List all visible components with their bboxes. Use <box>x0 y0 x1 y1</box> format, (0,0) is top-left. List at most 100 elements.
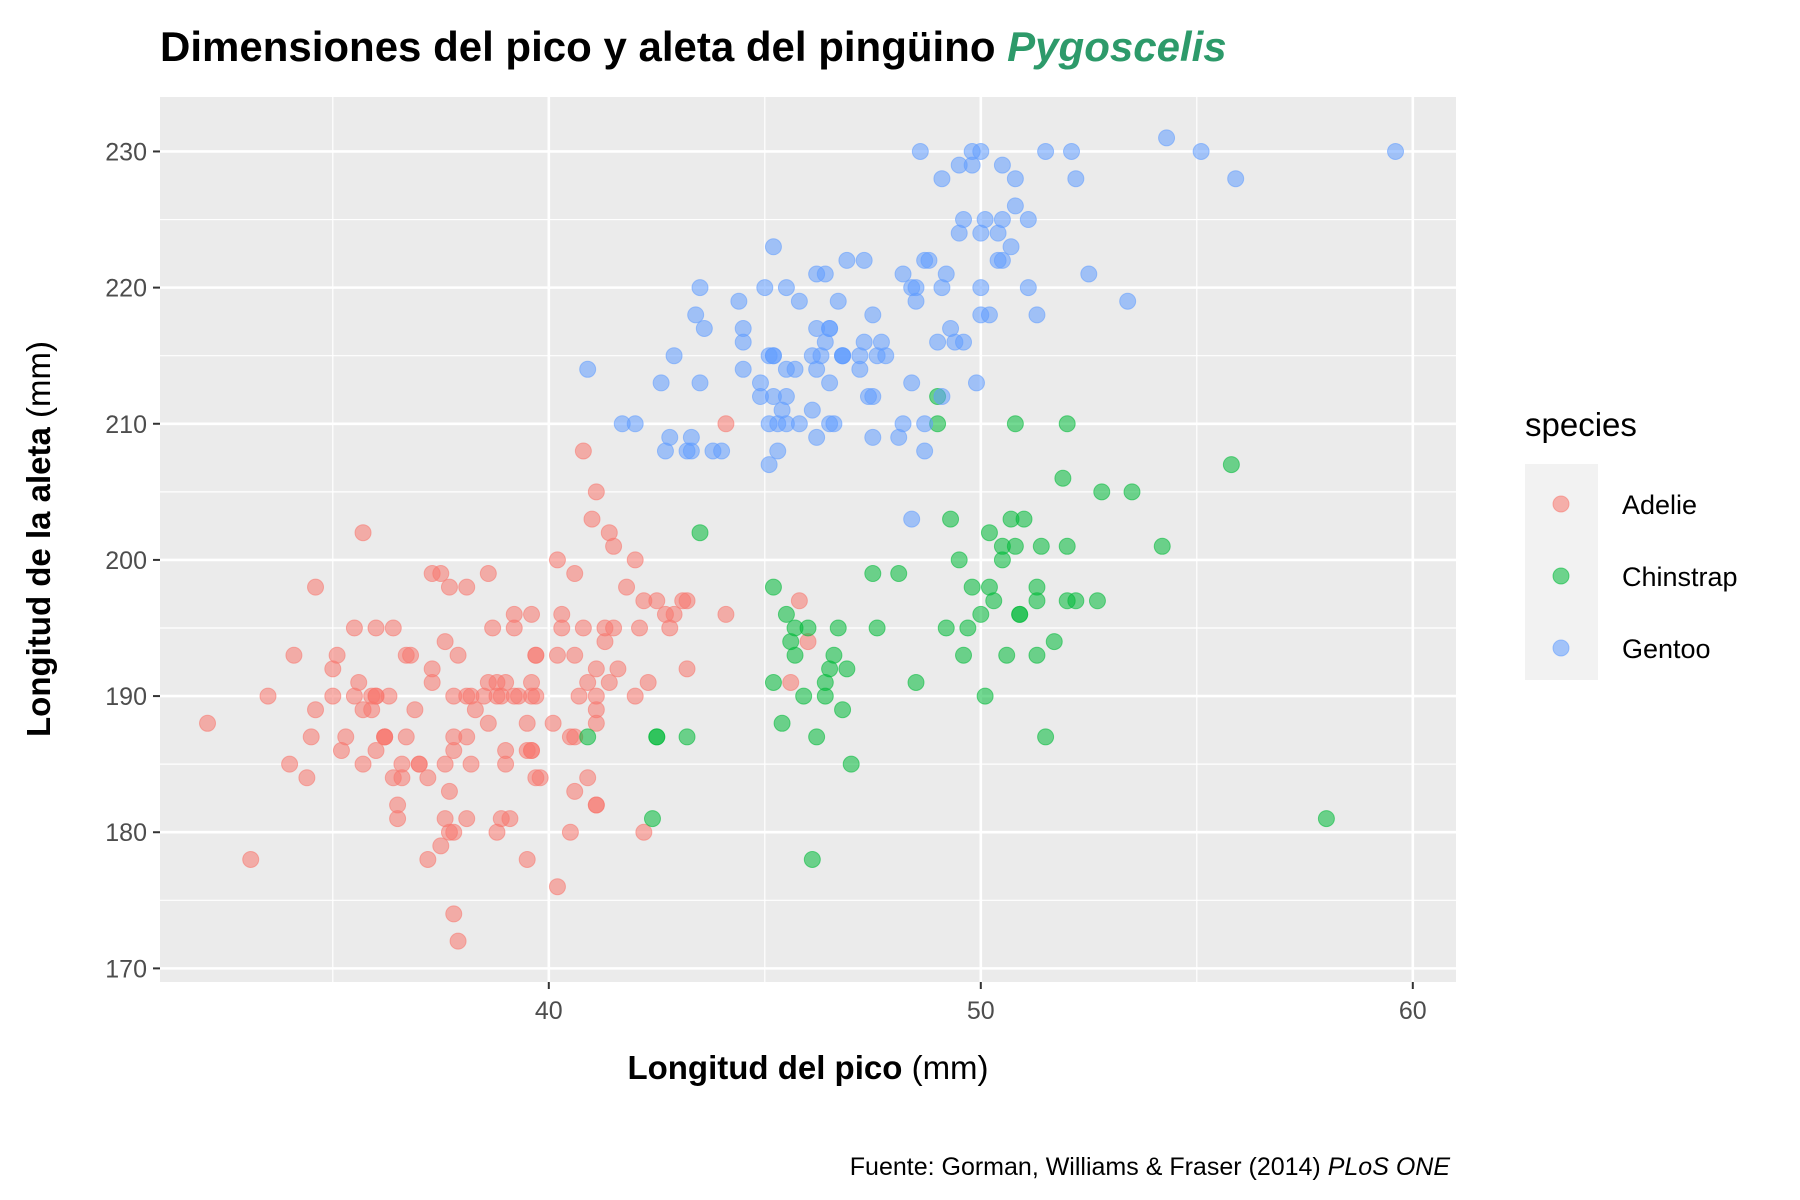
point-chinstrap <box>963 578 981 596</box>
point-gentoo <box>1063 142 1081 160</box>
point-gentoo <box>1019 211 1037 229</box>
point-chinstrap <box>1028 646 1046 664</box>
point-adelie <box>354 524 372 542</box>
point-gentoo <box>1067 170 1085 188</box>
point-adelie <box>505 605 523 623</box>
x-axis-title-unit: (mm) <box>912 1049 989 1086</box>
point-adelie <box>423 660 441 678</box>
point-gentoo <box>777 415 795 433</box>
point-adelie <box>419 769 437 787</box>
legend-key-adelie <box>1552 495 1570 513</box>
legend-label-adelie: Adelie <box>1622 490 1697 520</box>
point-gentoo <box>972 279 990 297</box>
point-chinstrap <box>980 578 998 596</box>
point-adelie <box>410 755 428 773</box>
point-chinstrap <box>1002 510 1020 528</box>
point-adelie <box>419 850 437 868</box>
chart-title: Dimensiones del pico y aleta del pingüin… <box>160 23 1227 70</box>
point-gentoo <box>786 360 804 378</box>
axis-ticks <box>153 150 1414 989</box>
point-gentoo <box>808 319 826 337</box>
point-adelie <box>406 701 424 719</box>
point-gentoo <box>691 374 709 392</box>
point-chinstrap <box>803 850 821 868</box>
point-adelie <box>436 755 454 773</box>
point-adelie <box>298 769 316 787</box>
point-adelie <box>523 605 541 623</box>
point-adelie <box>436 810 454 828</box>
point-gentoo <box>613 415 631 433</box>
point-adelie <box>587 660 605 678</box>
point-chinstrap <box>959 619 977 637</box>
point-adelie <box>717 605 735 623</box>
point-gentoo <box>920 251 938 269</box>
point-adelie <box>579 673 597 691</box>
point-adelie <box>397 728 415 746</box>
x-tick-label: 60 <box>1399 997 1427 1025</box>
point-gentoo <box>734 319 752 337</box>
point-gentoo <box>1037 142 1055 160</box>
point-adelie <box>432 565 450 583</box>
point-chinstrap <box>773 714 791 732</box>
point-adelie <box>354 755 372 773</box>
point-gentoo <box>989 251 1007 269</box>
point-gentoo <box>760 415 778 433</box>
y-axis-title-unit: (mm) <box>20 341 57 418</box>
point-gentoo <box>894 265 912 283</box>
point-chinstrap <box>980 524 998 542</box>
point-chinstrap <box>976 687 994 705</box>
point-adelie <box>527 646 545 664</box>
point-adelie <box>440 578 458 596</box>
point-gentoo <box>816 265 834 283</box>
point-gentoo <box>872 333 890 351</box>
point-chinstrap <box>1011 605 1029 623</box>
point-chinstrap <box>1006 415 1024 433</box>
point-gentoo <box>825 415 843 433</box>
point-gentoo <box>1006 170 1024 188</box>
point-chinstrap <box>764 673 782 691</box>
point-chinstrap <box>816 673 834 691</box>
chart-title-emphasis: Pygoscelis <box>1007 23 1226 70</box>
point-gentoo <box>851 360 869 378</box>
point-chinstrap <box>648 728 666 746</box>
point-adelie <box>587 483 605 501</box>
point-chinstrap <box>1153 537 1171 555</box>
point-gentoo <box>838 251 856 269</box>
x-tick-label: 50 <box>967 997 995 1025</box>
point-gentoo <box>933 170 951 188</box>
point-chinstrap <box>1093 483 1111 501</box>
point-adelie <box>596 633 614 651</box>
point-adelie <box>548 646 566 664</box>
point-adelie <box>605 619 623 637</box>
y-tick-label: 210 <box>105 411 147 439</box>
y-tick-label: 180 <box>105 819 147 847</box>
point-gentoo <box>687 306 705 324</box>
point-adelie <box>605 537 623 555</box>
point-chinstrap <box>1032 537 1050 555</box>
point-gentoo <box>1227 170 1245 188</box>
y-tick-label: 170 <box>105 955 147 983</box>
point-chinstrap <box>950 551 968 569</box>
point-gentoo <box>834 347 852 365</box>
point-gentoo <box>1387 142 1405 160</box>
point-chinstrap <box>643 810 661 828</box>
point-adelie <box>574 442 592 460</box>
point-adelie <box>678 660 696 678</box>
point-gentoo <box>730 292 748 310</box>
point-adelie <box>449 932 467 950</box>
point-adelie <box>479 714 497 732</box>
point-gentoo <box>579 360 597 378</box>
point-gentoo <box>855 333 873 351</box>
point-adelie <box>445 905 463 923</box>
legend: species Adelie Chinstrap Gentoo <box>1525 406 1738 680</box>
point-gentoo <box>864 388 882 406</box>
point-chinstrap <box>890 565 908 583</box>
point-adelie <box>626 551 644 569</box>
point-chinstrap <box>868 619 886 637</box>
point-adelie <box>242 850 260 868</box>
point-adelie <box>717 415 735 433</box>
point-adelie <box>631 619 649 637</box>
caption-text: Fuente: Gorman, Williams & Fraser (2014) <box>850 1153 1321 1181</box>
point-adelie <box>561 823 579 841</box>
